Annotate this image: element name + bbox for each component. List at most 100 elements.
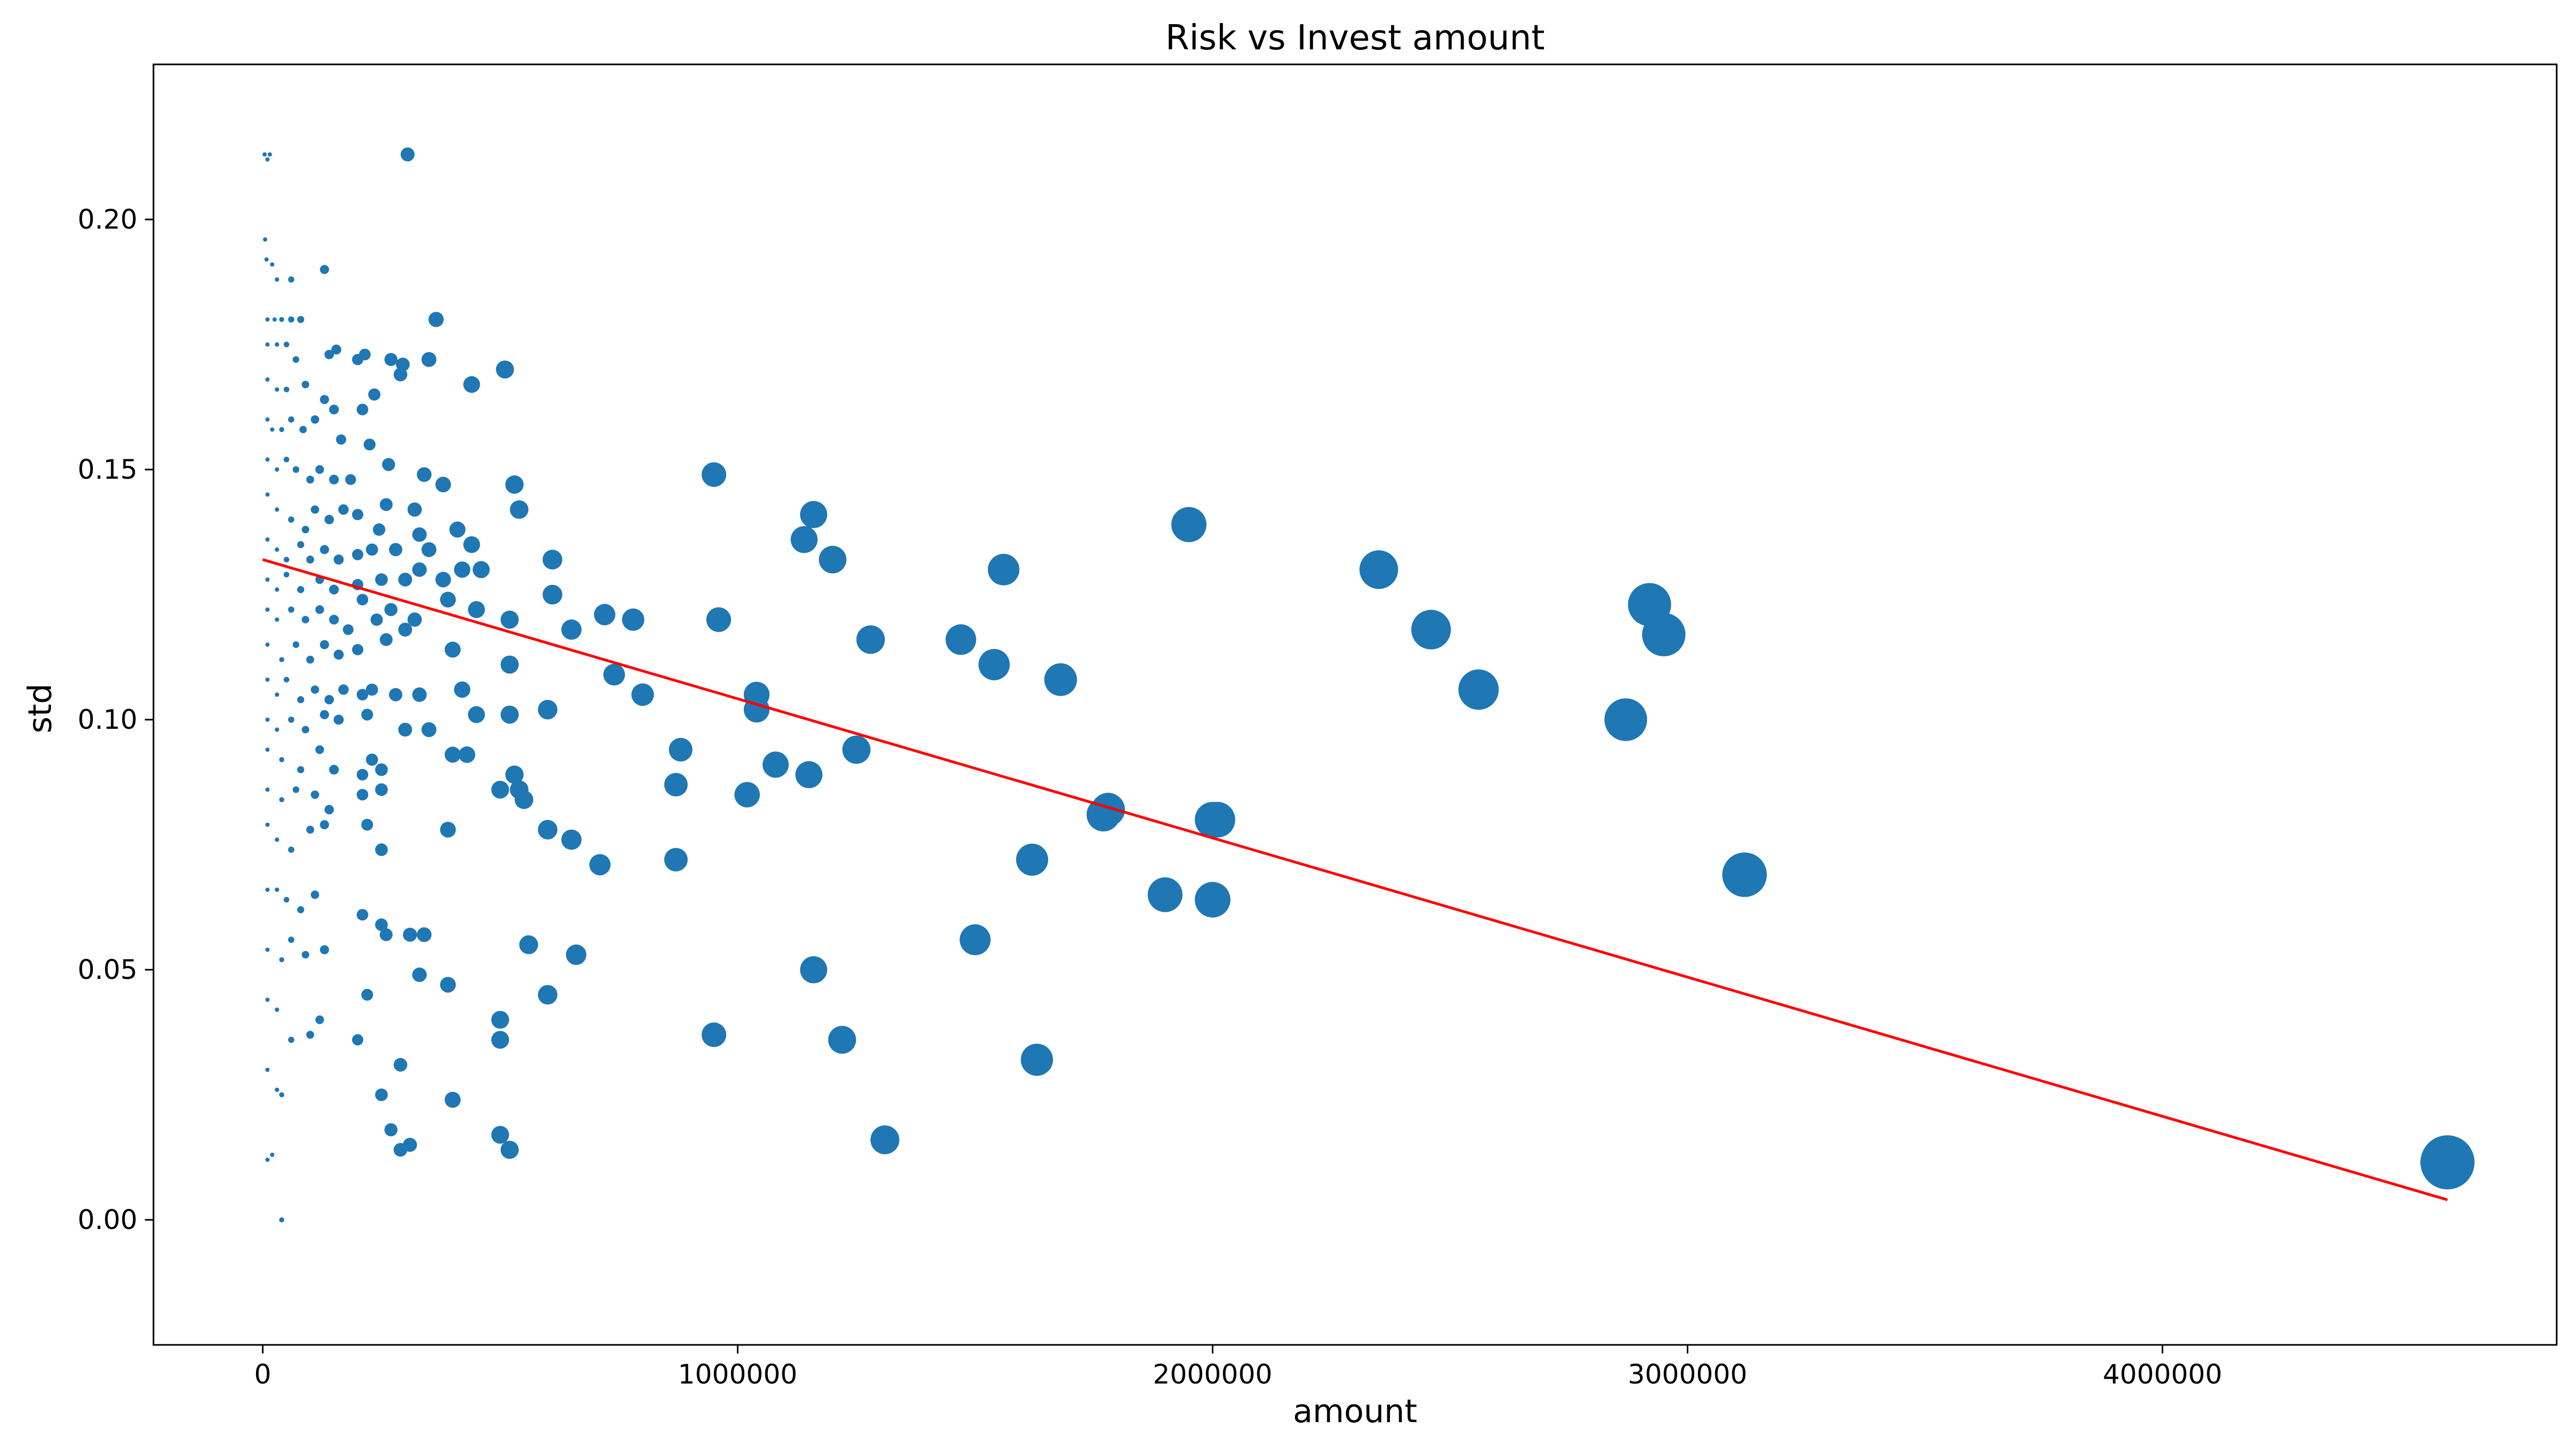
data-point-242 bbox=[306, 1030, 314, 1039]
data-point-68 bbox=[372, 523, 386, 536]
data-point-162 bbox=[320, 710, 330, 720]
data-point-98 bbox=[398, 573, 412, 587]
data-point-241 bbox=[288, 1036, 295, 1043]
data-point-0 bbox=[262, 152, 267, 157]
data-point-31 bbox=[302, 380, 310, 389]
y-tick-label: 0.05 bbox=[78, 954, 137, 985]
data-point-45 bbox=[363, 438, 376, 451]
data-point-144 bbox=[283, 677, 290, 683]
data-point-214 bbox=[664, 848, 688, 872]
data-point-248 bbox=[538, 985, 558, 1005]
data-point-33 bbox=[329, 405, 339, 415]
data-point-190 bbox=[311, 791, 319, 799]
data-point-83 bbox=[365, 543, 378, 556]
data-point-71 bbox=[449, 521, 466, 538]
data-point-150 bbox=[365, 683, 378, 696]
data-point-91 bbox=[274, 587, 280, 592]
y-tick-label: 0.20 bbox=[78, 204, 137, 235]
data-point-92 bbox=[283, 572, 290, 577]
data-point-60 bbox=[265, 492, 270, 497]
data-point-216 bbox=[1722, 852, 1767, 897]
data-point-46 bbox=[265, 457, 270, 462]
data-point-81 bbox=[333, 554, 344, 565]
data-point-204 bbox=[274, 837, 280, 842]
data-point-256 bbox=[375, 1088, 388, 1101]
data-point-196 bbox=[514, 790, 533, 809]
data-point-160 bbox=[288, 716, 295, 723]
regression-line bbox=[262, 558, 2448, 1202]
data-point-258 bbox=[444, 1092, 461, 1108]
data-point-108 bbox=[302, 616, 310, 624]
data-point-75 bbox=[265, 537, 270, 542]
data-point-69 bbox=[379, 498, 393, 511]
data-point-166 bbox=[421, 722, 437, 737]
data-point-34 bbox=[356, 404, 369, 415]
data-point-136 bbox=[603, 663, 625, 686]
data-point-3 bbox=[400, 147, 415, 162]
data-point-120 bbox=[543, 584, 562, 605]
data-point-262 bbox=[384, 1123, 398, 1137]
data-point-152 bbox=[412, 687, 427, 702]
data-point-219 bbox=[283, 897, 290, 903]
data-point-179 bbox=[375, 763, 388, 776]
data-point-21 bbox=[331, 345, 341, 355]
y-axis-label: std bbox=[21, 684, 59, 734]
data-point-14 bbox=[297, 316, 304, 323]
data-point-238 bbox=[960, 924, 991, 955]
data-point-4 bbox=[263, 237, 267, 242]
data-point-117 bbox=[440, 591, 456, 608]
data-point-32 bbox=[320, 395, 330, 404]
data-point-132 bbox=[352, 644, 363, 655]
data-point-11 bbox=[272, 317, 277, 322]
data-point-148 bbox=[338, 684, 349, 695]
data-point-232 bbox=[302, 951, 310, 958]
data-point-44 bbox=[336, 434, 347, 445]
data-point-235 bbox=[440, 977, 456, 993]
data-point-171 bbox=[1604, 698, 1648, 741]
data-point-28 bbox=[265, 377, 270, 382]
fit-line bbox=[262, 558, 2448, 1202]
data-point-59 bbox=[701, 462, 727, 487]
data-point-267 bbox=[870, 1125, 899, 1154]
y-tick-label: 0.00 bbox=[78, 1204, 137, 1235]
data-point-168 bbox=[500, 705, 519, 724]
data-point-177 bbox=[356, 769, 369, 781]
data-point-116 bbox=[407, 612, 422, 627]
data-point-121 bbox=[561, 619, 582, 640]
data-point-259 bbox=[265, 1158, 270, 1162]
data-point-218 bbox=[274, 887, 280, 892]
data-point-228 bbox=[1195, 882, 1231, 918]
data-point-236 bbox=[519, 935, 538, 954]
data-point-237 bbox=[566, 944, 587, 965]
x-tick-label: 0 bbox=[254, 1359, 272, 1390]
data-point-159 bbox=[274, 727, 280, 732]
data-point-19 bbox=[292, 356, 299, 363]
data-point-39 bbox=[270, 427, 275, 432]
chart-title: Risk vs Invest amount bbox=[1166, 18, 1545, 58]
data-point-9 bbox=[320, 265, 330, 274]
data-point-62 bbox=[288, 516, 295, 523]
data-point-30 bbox=[283, 386, 290, 393]
data-point-194 bbox=[491, 780, 509, 799]
data-point-140 bbox=[1411, 610, 1451, 650]
data-point-84 bbox=[389, 543, 402, 557]
data-point-5 bbox=[264, 257, 269, 262]
data-point-141 bbox=[1642, 613, 1686, 656]
data-point-172 bbox=[265, 747, 270, 752]
data-point-52 bbox=[329, 474, 339, 485]
data-point-209 bbox=[375, 843, 388, 857]
data-point-99 bbox=[412, 562, 427, 577]
data-point-255 bbox=[279, 1092, 284, 1097]
data-point-251 bbox=[828, 1026, 857, 1054]
data-point-164 bbox=[361, 708, 374, 721]
data-point-221 bbox=[311, 890, 319, 899]
data-point-265 bbox=[491, 1125, 509, 1144]
data-point-257 bbox=[393, 1058, 407, 1072]
data-point-105 bbox=[265, 607, 270, 612]
data-point-51 bbox=[315, 465, 324, 474]
data-point-67 bbox=[352, 509, 363, 521]
x-tick-label: 4000000 bbox=[2103, 1359, 2222, 1390]
data-point-85 bbox=[412, 527, 427, 542]
data-point-72 bbox=[800, 501, 828, 529]
data-point-268 bbox=[2420, 1135, 2475, 1190]
